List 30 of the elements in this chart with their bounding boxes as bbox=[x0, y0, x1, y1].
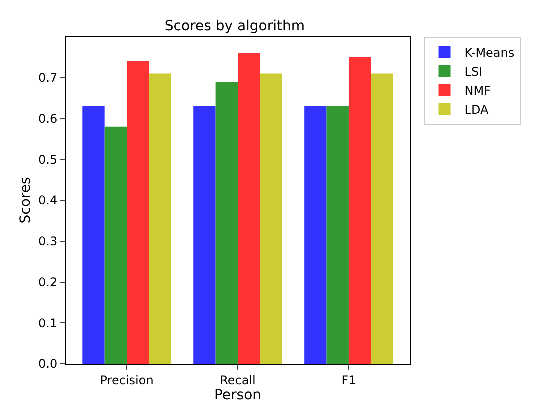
bar bbox=[194, 106, 216, 364]
y-tick-label: 0.5 bbox=[38, 152, 58, 167]
bar bbox=[260, 74, 282, 364]
y-axis-title: Scores bbox=[18, 177, 34, 224]
y-tick-label: 0.0 bbox=[38, 357, 58, 372]
x-tick-label: Recall bbox=[220, 373, 256, 388]
legend-label: LDA bbox=[464, 103, 490, 118]
legend-label: LSI bbox=[464, 65, 483, 80]
bar bbox=[371, 74, 394, 364]
bar bbox=[348, 57, 372, 364]
y-tick-label: 0.6 bbox=[38, 112, 58, 126]
legend-label: NMF bbox=[464, 84, 492, 98]
bar bbox=[326, 106, 349, 364]
bar bbox=[127, 62, 150, 364]
y-tick-label: 0.1 bbox=[38, 316, 58, 330]
y-tick-label: 0.2 bbox=[38, 275, 58, 290]
bar bbox=[104, 126, 128, 364]
bar bbox=[216, 82, 238, 364]
bar bbox=[82, 106, 105, 364]
y-tick-label: 0.3 bbox=[38, 234, 58, 249]
bar bbox=[149, 74, 172, 364]
x-tick-label: Precision bbox=[100, 373, 154, 388]
bar bbox=[238, 53, 260, 364]
y-tick-label: 0.7 bbox=[38, 71, 58, 86]
chart-title: Scores by algorithm bbox=[164, 18, 306, 34]
bar bbox=[304, 106, 327, 364]
legend-label: K-Means bbox=[464, 46, 515, 60]
x-tick-label: F1 bbox=[342, 373, 356, 388]
x-axis-title: Person bbox=[214, 387, 262, 404]
y-tick-label: 0.4 bbox=[38, 194, 58, 208]
